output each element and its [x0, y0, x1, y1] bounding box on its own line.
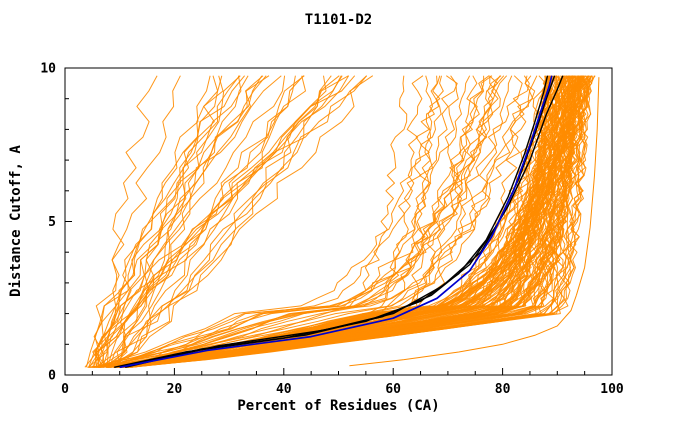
- x-axis-label: Percent of Residues (CA): [237, 398, 440, 414]
- svg-text:20: 20: [167, 382, 183, 397]
- svg-text:0: 0: [61, 382, 69, 397]
- svg-text:40: 40: [276, 382, 292, 397]
- svg-text:10: 10: [40, 62, 56, 77]
- svg-text:80: 80: [495, 382, 511, 397]
- svg-text:100: 100: [600, 382, 624, 397]
- svg-text:60: 60: [385, 382, 401, 397]
- svg-text:5: 5: [48, 215, 56, 230]
- chart-title: T1101-D2: [304, 12, 373, 28]
- svg-text:0: 0: [48, 369, 56, 384]
